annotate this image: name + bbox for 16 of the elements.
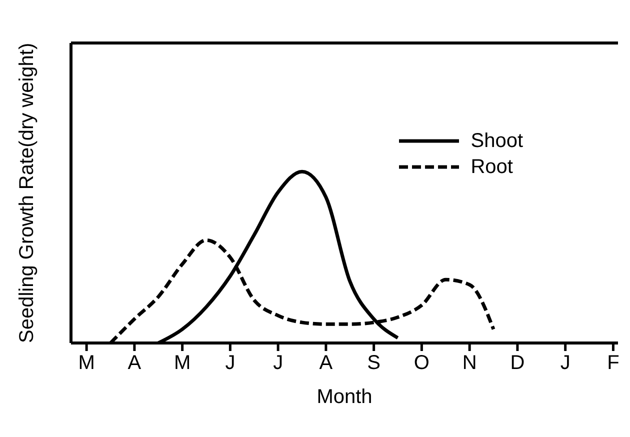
- legend-label: Root: [470, 156, 513, 178]
- x-tick-label: J: [273, 352, 284, 374]
- legend-label: Shoot: [470, 130, 523, 152]
- x-tick-label: A: [319, 352, 334, 374]
- x-tick-label: A: [128, 352, 142, 374]
- x-tick-label: N: [462, 352, 477, 374]
- x-tick-label: O: [414, 352, 430, 374]
- x-tick-label: J: [560, 352, 570, 374]
- y-axis-title: Seedling Growth Rate(dry weight): [16, 42, 38, 343]
- x-tick-label: J: [225, 352, 236, 374]
- x-tick-label: F: [607, 352, 620, 374]
- x-tick-label: M: [174, 352, 191, 374]
- x-tick-label: D: [510, 352, 525, 374]
- x-tick-label: S: [367, 352, 380, 374]
- x-axis-title: Month: [316, 386, 372, 408]
- x-tick-label: M: [78, 352, 95, 374]
